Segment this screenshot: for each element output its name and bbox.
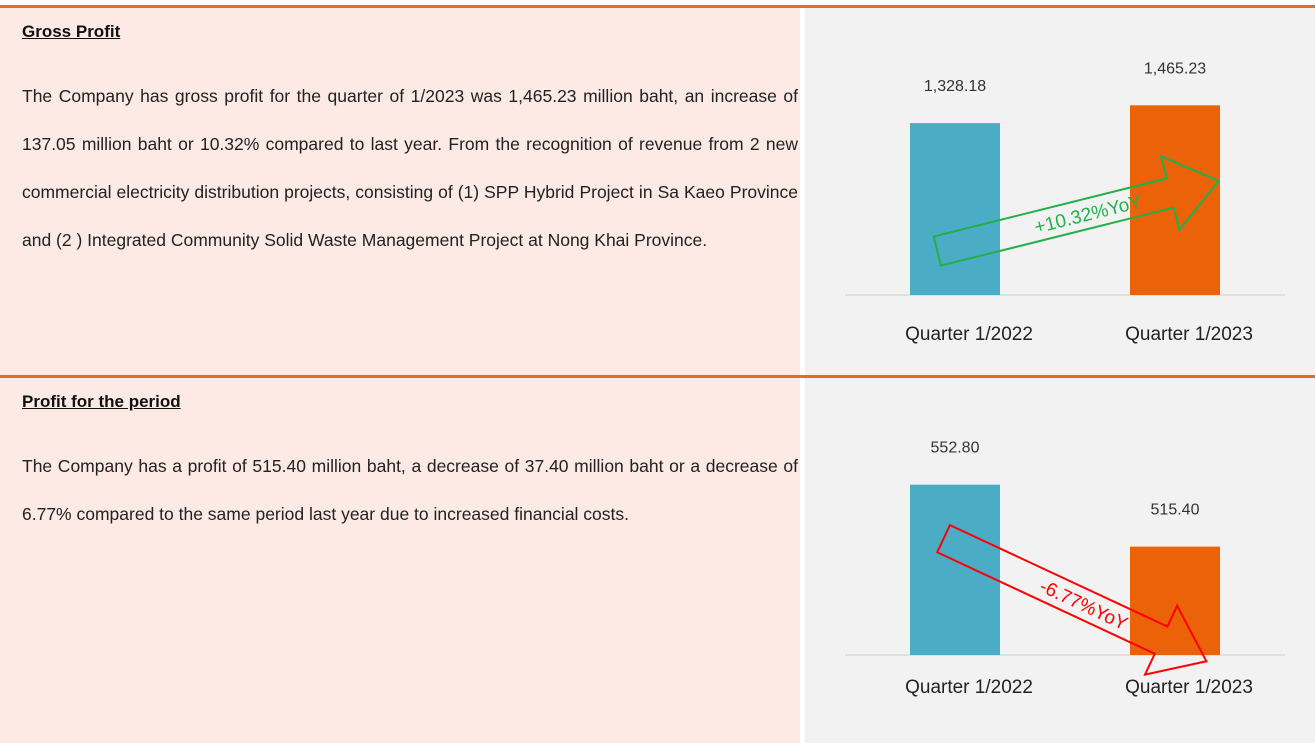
arrow-outline xyxy=(935,523,1208,676)
arrow-outline xyxy=(932,154,1221,267)
bar xyxy=(1130,546,1220,655)
paragraph: The Company has a profit of 515.40 milli… xyxy=(22,456,798,524)
heading: Profit for the period xyxy=(22,392,181,411)
category-label: Quarter 1/2022 xyxy=(905,677,1033,698)
text-panel: Gross Profit The Company has gross profi… xyxy=(0,8,800,375)
separator xyxy=(0,375,1315,378)
bar xyxy=(910,123,1000,295)
bar xyxy=(1130,105,1220,296)
value-label: 552.80 xyxy=(931,440,980,457)
category-label: Quarter 1/2023 xyxy=(1125,677,1253,698)
category-label: Quarter 1/2023 xyxy=(1125,324,1253,345)
category-label: Quarter 1/2022 xyxy=(905,324,1033,345)
chart-panel xyxy=(805,378,1315,743)
separator xyxy=(0,5,1315,8)
chart-panel xyxy=(805,8,1315,375)
paragraph: The Company has gross profit for the qua… xyxy=(22,86,798,250)
heading: Gross Profit xyxy=(22,22,121,41)
value-label: 1,465.23 xyxy=(1144,60,1206,77)
value-label: 515.40 xyxy=(1151,502,1200,519)
text-panel: Profit for the period The Company has a … xyxy=(0,378,800,743)
bar xyxy=(910,484,1000,655)
value-label: 1,328.18 xyxy=(924,78,986,95)
